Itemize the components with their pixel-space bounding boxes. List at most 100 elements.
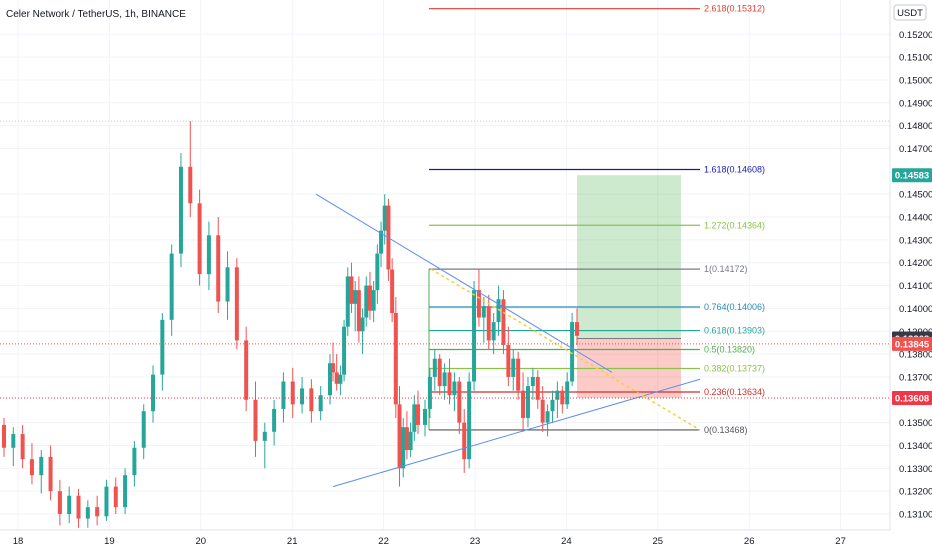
candle-body-79[interactable] bbox=[516, 358, 521, 391]
candle-body-6[interactable] bbox=[57, 491, 62, 515]
candle-body-63[interactable] bbox=[437, 358, 442, 387]
candle-body-61[interactable] bbox=[427, 376, 432, 409]
candle-body-15[interactable] bbox=[141, 411, 146, 448]
candle-body-67[interactable] bbox=[457, 381, 462, 423]
candle-body-26[interactable] bbox=[244, 340, 249, 400]
candle-body-70[interactable] bbox=[472, 290, 477, 382]
candle-body-32[interactable] bbox=[300, 388, 305, 405]
candle-body-54[interactable] bbox=[397, 404, 402, 469]
candle-body-89[interactable] bbox=[565, 381, 570, 405]
long-target-zone[interactable] bbox=[577, 175, 681, 339]
candle-body-52[interactable] bbox=[390, 269, 395, 313]
candle-body-56[interactable] bbox=[404, 427, 409, 451]
candle-body-39[interactable] bbox=[342, 326, 347, 375]
candle-body-27[interactable] bbox=[253, 399, 258, 441]
candle-body-11[interactable] bbox=[104, 486, 109, 517]
candle-body-13[interactable] bbox=[123, 475, 128, 508]
candle-body-37[interactable] bbox=[334, 372, 339, 384]
candle-body-90[interactable] bbox=[570, 322, 575, 382]
candle-body-62[interactable] bbox=[432, 358, 437, 377]
candle-body-18[interactable] bbox=[169, 253, 174, 320]
candle-body-21[interactable] bbox=[197, 203, 202, 275]
candle-body-60[interactable] bbox=[423, 408, 427, 425]
candle-body-47[interactable] bbox=[371, 290, 376, 311]
candle-body-35[interactable] bbox=[328, 363, 332, 396]
candle-body-9[interactable] bbox=[85, 507, 90, 519]
currency-button[interactable]: USDT bbox=[893, 4, 927, 21]
candle-body-53[interactable] bbox=[393, 312, 398, 405]
candle-body-65[interactable] bbox=[447, 372, 452, 396]
candle-body-29[interactable] bbox=[272, 408, 277, 432]
candle-body-75[interactable] bbox=[496, 299, 501, 323]
candle-body-25[interactable] bbox=[234, 267, 239, 341]
candle-body-88[interactable] bbox=[560, 390, 565, 405]
candle-body-55[interactable] bbox=[401, 427, 406, 469]
candle-body-86[interactable] bbox=[550, 399, 555, 412]
candle-body-41[interactable] bbox=[349, 276, 354, 304]
candle-body-50[interactable] bbox=[382, 205, 387, 231]
candle-body-16[interactable] bbox=[151, 374, 156, 412]
candle-body-17[interactable] bbox=[160, 319, 165, 375]
candle-body-0[interactable] bbox=[2, 424, 6, 448]
candle-body-7[interactable] bbox=[67, 495, 72, 515]
candle-body-45[interactable] bbox=[364, 285, 369, 318]
candle-body-49[interactable] bbox=[379, 230, 384, 254]
candle-body-46[interactable] bbox=[367, 285, 372, 311]
candle-body-3[interactable] bbox=[29, 459, 34, 476]
candle-body-80[interactable] bbox=[521, 390, 526, 419]
candle-body-33[interactable] bbox=[309, 388, 314, 412]
candle-body-57[interactable] bbox=[408, 431, 413, 451]
candle-body-87[interactable] bbox=[555, 390, 560, 400]
candle-body-85[interactable] bbox=[545, 411, 550, 423]
dotted-projection-line[interactable] bbox=[430, 268, 701, 431]
candle-body-5[interactable] bbox=[48, 456, 53, 492]
candle-body-58[interactable] bbox=[412, 404, 417, 432]
candle-body-10[interactable] bbox=[95, 507, 100, 517]
candle-body-12[interactable] bbox=[113, 486, 118, 508]
candle-body-74[interactable] bbox=[491, 322, 496, 341]
ascending-trendline[interactable] bbox=[332, 378, 701, 488]
candle-body-83[interactable] bbox=[535, 376, 540, 400]
candle-body-48[interactable] bbox=[375, 253, 380, 291]
candle-body-23[interactable] bbox=[216, 235, 221, 302]
candle-body-73[interactable] bbox=[486, 306, 491, 341]
candle-body-84[interactable] bbox=[540, 399, 545, 423]
candle-body-76[interactable] bbox=[501, 299, 506, 345]
candle-body-24[interactable] bbox=[225, 267, 230, 302]
candle-body-4[interactable] bbox=[39, 456, 44, 476]
candle-body-81[interactable] bbox=[525, 386, 530, 419]
candle-body-68[interactable] bbox=[462, 422, 467, 460]
candle-body-78[interactable] bbox=[511, 358, 516, 377]
candle-body-1[interactable] bbox=[11, 434, 16, 448]
descending-trendline[interactable] bbox=[315, 193, 613, 373]
candle-body-40[interactable] bbox=[345, 276, 350, 327]
candle-body-71[interactable] bbox=[476, 290, 481, 318]
candle-body-31[interactable] bbox=[290, 381, 295, 405]
candle-body-72[interactable] bbox=[481, 306, 486, 318]
candle-body-43[interactable] bbox=[356, 290, 361, 332]
candle-body-19[interactable] bbox=[178, 166, 183, 254]
candle-body-66[interactable] bbox=[452, 381, 457, 396]
candle-body-20[interactable] bbox=[188, 166, 193, 204]
candle-body-34[interactable] bbox=[318, 395, 323, 412]
candle-body-69[interactable] bbox=[467, 381, 472, 460]
candle-body-59[interactable] bbox=[416, 404, 420, 425]
candle-body-22[interactable] bbox=[206, 235, 211, 275]
candle-body-91[interactable] bbox=[575, 322, 579, 336]
candle-body-42[interactable] bbox=[353, 290, 358, 304]
candle-body-64[interactable] bbox=[442, 372, 447, 387]
candle-body-30[interactable] bbox=[281, 381, 286, 409]
candle-body-36[interactable] bbox=[331, 363, 335, 373]
currency-button-label[interactable]: USDT bbox=[897, 8, 923, 19]
candle-body-14[interactable] bbox=[132, 447, 137, 476]
candle-body-28[interactable] bbox=[262, 431, 267, 441]
candle-body-8[interactable] bbox=[76, 495, 81, 519]
trendline-drawings bbox=[0, 120, 890, 488]
candle-body-2[interactable] bbox=[20, 434, 25, 460]
candle-body-77[interactable] bbox=[506, 344, 511, 377]
candle-body-44[interactable] bbox=[360, 317, 365, 332]
candle-body-82[interactable] bbox=[530, 376, 535, 387]
candle-body-38[interactable] bbox=[338, 374, 343, 384]
